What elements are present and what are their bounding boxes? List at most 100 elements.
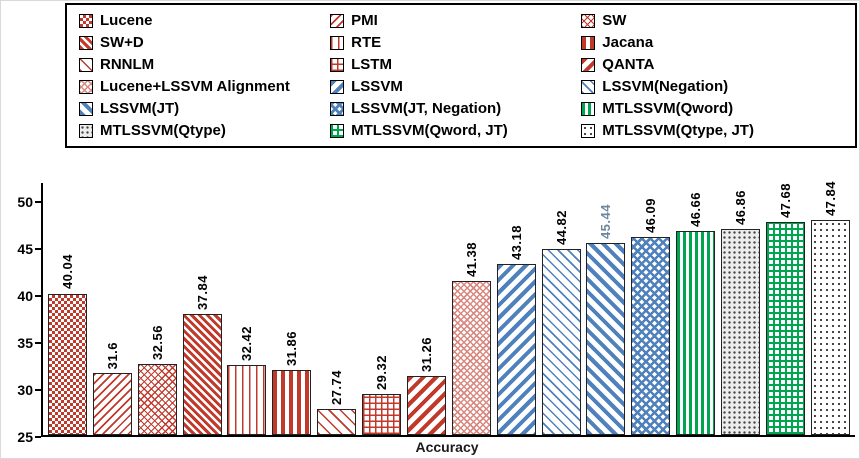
- legend-label: SW+D: [100, 34, 144, 51]
- blue-diag-thin-swatch-icon: [581, 79, 596, 94]
- bar-group: 44.82: [540, 181, 582, 435]
- legend-item: LSSVM: [330, 76, 581, 97]
- legend-item: MTLSSVM(Qword, JT): [330, 120, 581, 141]
- bar-value-label: 27.74: [329, 370, 345, 406]
- legend-item: SW+D: [79, 32, 330, 53]
- bar: [631, 236, 671, 435]
- bar-group: 47.68: [764, 181, 806, 435]
- bar-value-label: 46.86: [733, 190, 749, 226]
- bar: [810, 220, 850, 435]
- blue-diag-swatch-icon: [79, 101, 93, 116]
- y-tick-label: 25: [17, 429, 33, 445]
- pink-crosshatch-swatch-icon: [79, 79, 93, 94]
- legend-item: RNNLM: [79, 54, 330, 75]
- red-vstripe-thick-swatch-icon: [581, 35, 596, 50]
- bar: [765, 221, 805, 435]
- y-tick-label: 40: [17, 287, 33, 304]
- green-grid-swatch-icon: [330, 123, 345, 138]
- legend-label: RTE: [351, 34, 382, 51]
- bar-value-label: 45.44: [598, 203, 614, 239]
- legend-item: LSSVM(JT, Negation): [330, 98, 581, 119]
- legend-label: MTLSSVM(Qword): [602, 100, 734, 117]
- legend-item: MTLSSVM(Qtype): [79, 120, 330, 141]
- chart-area: 25 30 35 40 45 50 40.04 31.6 32.56 37.84 32.42 31.…: [1, 147, 859, 458]
- red-vstripe-thin-swatch-icon: [330, 35, 345, 50]
- y-axis: 25 30 35 40 45 50: [7, 183, 41, 445]
- legend-label: MTLSSVM(Qtype): [100, 122, 226, 139]
- bar: [227, 365, 267, 435]
- bar-group: 27.74: [316, 181, 358, 435]
- y-tick-mark: [35, 436, 41, 438]
- y-tick-mark: [35, 247, 41, 250]
- bar: [451, 280, 491, 435]
- chart-row: 25 30 35 40 45 50 40.04 31.6 32.56 37.84 32.42 31.…: [1, 181, 859, 445]
- bar-group: 46.86: [720, 181, 762, 435]
- bar-value-label: 46.09: [643, 197, 659, 233]
- legend-item: LSSVM(JT): [79, 98, 330, 119]
- legend-label: PMI: [351, 12, 378, 29]
- bar-value-label: 32.56: [149, 324, 165, 360]
- bar: [362, 394, 402, 435]
- legend-label: Lucene: [100, 12, 153, 29]
- legend-item: RTE: [330, 32, 581, 53]
- bar-group: 31.86: [271, 181, 313, 435]
- legend-label: Lucene+LSSVM Alignment: [100, 78, 290, 95]
- red-diag-thin-swatch-icon: [330, 13, 345, 28]
- bar-value-label: 29.32: [374, 355, 390, 391]
- legend-item: SW: [581, 10, 845, 31]
- legend-label: Jacana: [602, 34, 654, 51]
- bar-group: 45.44: [585, 181, 627, 435]
- legend-item: MTLSSVM(Qword): [581, 98, 845, 119]
- bar: [406, 376, 446, 435]
- bar-value-label: 46.66: [688, 192, 704, 228]
- bar-value-label: 40.04: [59, 254, 75, 290]
- bar-group: 31.26: [405, 181, 447, 435]
- legend-item: MTLSSVM(Qtype, JT): [581, 120, 845, 141]
- bar: [137, 363, 177, 435]
- bar-group: 47.84: [809, 181, 851, 435]
- bar: [92, 372, 132, 435]
- blue-diag-thick-swatch-icon: [330, 79, 345, 94]
- bar: [182, 314, 222, 435]
- bar: [317, 409, 357, 435]
- legend-item: PMI: [330, 10, 581, 31]
- y-tick-mark: [35, 341, 41, 344]
- legend-label: LSTM: [351, 56, 392, 73]
- red-diag-light-swatch-icon: [79, 57, 93, 72]
- bar-group: 41.38: [450, 181, 492, 435]
- legend-label: LSSVM(JT): [100, 100, 180, 117]
- bar: [272, 370, 312, 435]
- legend-item: QANTA: [581, 54, 845, 75]
- bar-group: 31.6: [91, 181, 133, 435]
- bar-value-label: 31.6: [104, 341, 120, 369]
- bar-group: 29.32: [361, 181, 403, 435]
- bar: [496, 263, 536, 435]
- bar: [676, 231, 716, 435]
- green-vstripe-swatch-icon: [581, 101, 596, 116]
- bar-value-label: 31.26: [418, 337, 434, 373]
- red-checker-swatch-icon: [79, 13, 93, 28]
- y-tick-mark: [35, 200, 41, 203]
- bar-value-label: 31.86: [284, 331, 300, 367]
- y-tick-label: 30: [17, 381, 33, 398]
- bar-value-label: 37.84: [194, 275, 210, 311]
- legend-item: LSTM: [330, 54, 581, 75]
- y-tick-mark: [35, 294, 41, 297]
- red-diag-dense-swatch-icon: [79, 35, 93, 50]
- plot-area: 40.04 31.6 32.56 37.84 32.42 31.86 27.74 29.32 3…: [41, 181, 855, 437]
- bar-value-label: 47.84: [822, 181, 838, 217]
- legend-label: SW: [602, 12, 627, 29]
- chart-legend: Lucene PMI SW SW+D RTE Jacana RNNLM LSTM QANTA Lu…: [65, 3, 857, 148]
- y-tick-label: 50: [17, 193, 33, 210]
- bar-value-label: 32.42: [239, 326, 255, 362]
- bar-group: 32.42: [226, 181, 268, 435]
- bar-group: 40.04: [46, 181, 88, 435]
- gray-dots-swatch-icon: [79, 123, 93, 138]
- bar-value-label: 47.68: [777, 182, 793, 218]
- y-tick-label: 35: [17, 334, 33, 351]
- bar: [721, 229, 761, 435]
- bar-group: 43.18: [495, 181, 537, 435]
- legend-label: MTLSSVM(Qword, JT): [351, 122, 508, 139]
- red-grid-swatch-icon: [330, 57, 345, 72]
